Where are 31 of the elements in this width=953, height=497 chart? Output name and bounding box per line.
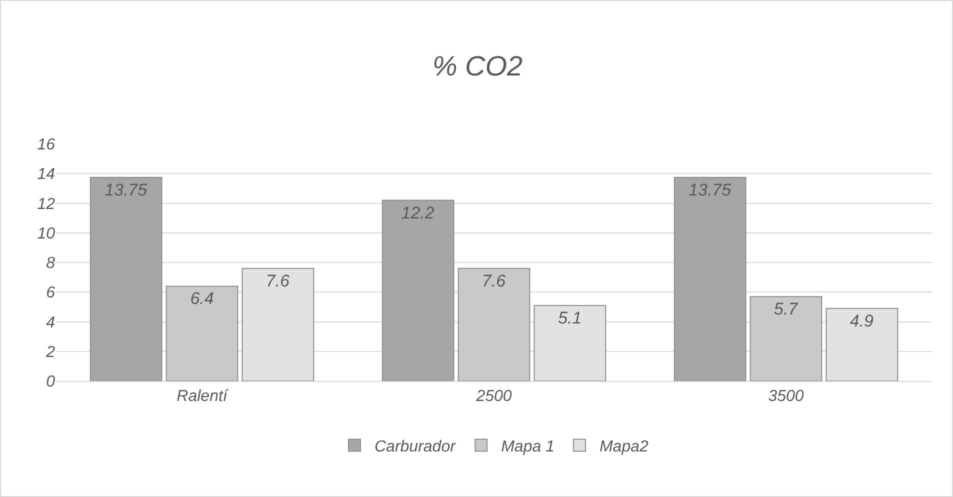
y-tick-label: 8 xyxy=(46,255,56,272)
data-label: 6.4 xyxy=(190,289,214,308)
bar xyxy=(674,176,746,381)
y-tick-label: 2 xyxy=(45,344,56,361)
legend-label: Carburador xyxy=(374,438,456,456)
x-tick-label: 3500 xyxy=(768,388,804,406)
data-label: 7.6 xyxy=(266,271,290,290)
bar xyxy=(166,286,238,381)
y-tick-label: 6 xyxy=(46,284,56,302)
y-tick-label: 10 xyxy=(37,225,56,242)
y-tick-label: 12 xyxy=(37,196,56,213)
legend-label: Mapa 1 xyxy=(501,438,554,456)
bar xyxy=(750,296,822,381)
data-label: 5.1 xyxy=(558,308,582,328)
data-label: 5.7 xyxy=(774,300,798,319)
y-tick-label: 14 xyxy=(37,166,56,184)
data-label: 13.75 xyxy=(688,180,732,200)
data-label: 12.2 xyxy=(401,203,435,222)
bar xyxy=(458,268,530,381)
legend-label: Mapa2 xyxy=(599,438,648,456)
x-tick-label: Ralentí xyxy=(176,388,229,406)
bar xyxy=(90,176,162,381)
bar xyxy=(382,200,454,381)
data-label: 13.75 xyxy=(104,180,148,200)
y-tick-label: 4 xyxy=(46,314,56,332)
y-tick-label: 0 xyxy=(46,374,56,391)
x-tick-label: 2500 xyxy=(475,388,512,406)
data-label: 4.9 xyxy=(850,311,874,330)
chart-title: % CO2 xyxy=(432,50,524,82)
y-tick-label: 16 xyxy=(37,136,56,154)
data-label: 7.6 xyxy=(482,271,506,290)
